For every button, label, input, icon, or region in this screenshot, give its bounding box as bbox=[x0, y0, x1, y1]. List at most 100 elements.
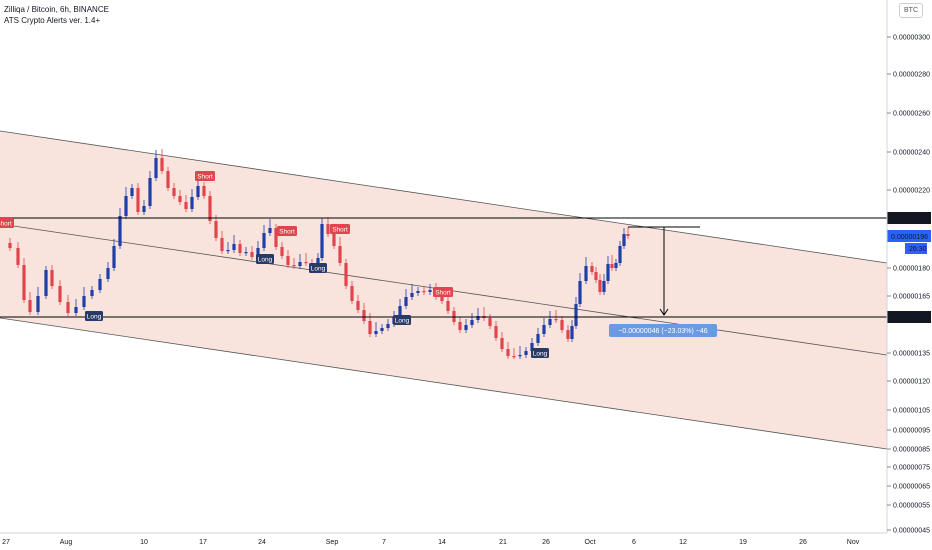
candle-body bbox=[622, 234, 626, 246]
long-signal-label: Long bbox=[309, 263, 327, 273]
candle-body bbox=[154, 158, 158, 178]
price-tick-label: 0.00000240 bbox=[893, 150, 930, 157]
signal-text: Short bbox=[279, 229, 295, 236]
level-price-badge bbox=[887, 212, 931, 224]
candle-body bbox=[518, 355, 522, 357]
signal-box bbox=[330, 224, 350, 234]
candle-body bbox=[458, 322, 462, 330]
long-signal-label: Long bbox=[256, 254, 274, 264]
candle-body bbox=[124, 196, 128, 216]
candle-body bbox=[142, 206, 146, 212]
price-tick-label: 0.00000165 bbox=[893, 294, 930, 301]
candle-body bbox=[44, 270, 48, 296]
candle-body bbox=[8, 243, 12, 248]
candle-body bbox=[256, 248, 260, 257]
candle-body bbox=[512, 356, 516, 358]
price-tick-label: 0.00000120 bbox=[893, 379, 930, 386]
signal-text: Long bbox=[395, 318, 410, 325]
candle-body bbox=[618, 246, 622, 263]
measure-text: −0.00000046 (−23.03%) −46 bbox=[618, 328, 707, 335]
time-tick-label: Sep bbox=[326, 539, 339, 546]
time-tick-label: 10 bbox=[140, 539, 148, 546]
candle-body bbox=[178, 196, 182, 202]
candle-body bbox=[148, 178, 152, 206]
current-price-badge bbox=[887, 230, 931, 242]
price-tick-label: 0.00000085 bbox=[893, 447, 930, 454]
signal-box bbox=[195, 171, 215, 181]
symbol-title[interactable]: Zilliqa / Bitcoin, 6h, BINANCE bbox=[4, 5, 109, 14]
candle-body bbox=[250, 252, 254, 257]
candle-body bbox=[476, 316, 480, 320]
short-signal-label: Short bbox=[433, 287, 453, 297]
time-axis[interactable]: 27 Aug 10 17 24 Sep 7 14 21 26 Oct 6 12 19 26 Nov bbox=[0, 532, 887, 546]
candle-body bbox=[136, 188, 140, 212]
candle-body bbox=[268, 228, 272, 233]
candle-body bbox=[416, 291, 420, 293]
candle-body bbox=[380, 328, 384, 331]
candle-body bbox=[566, 330, 570, 339]
price-tick-label: 0.00000045 bbox=[893, 528, 930, 535]
candle-body bbox=[166, 171, 170, 188]
channel-upper-line bbox=[0, 130, 888, 264]
candle-body bbox=[160, 158, 164, 171]
candle-body bbox=[332, 234, 336, 246]
candle-body bbox=[90, 290, 94, 296]
signal-text: Long bbox=[533, 351, 548, 358]
chart-legend: Zilliqa / Bitcoin, 6h, BINANCE ATS Crypt… bbox=[4, 4, 109, 26]
signal-box bbox=[0, 218, 14, 228]
candle-body bbox=[598, 280, 602, 292]
candle-body bbox=[208, 196, 212, 221]
time-tick-label: 12 bbox=[679, 539, 687, 546]
candle-body bbox=[356, 301, 360, 310]
signal-text: Short bbox=[435, 290, 451, 297]
candle-body bbox=[542, 325, 546, 334]
candle-body bbox=[112, 246, 116, 268]
price-tick-label: 0.00000095 bbox=[893, 428, 930, 435]
measure-box bbox=[609, 324, 717, 337]
time-tick-label: 6 bbox=[632, 539, 636, 546]
candle-body bbox=[36, 296, 40, 312]
candle-body bbox=[344, 263, 348, 286]
measure-arrow-head bbox=[659, 308, 669, 316]
candle-body bbox=[226, 250, 230, 252]
candle-body bbox=[304, 262, 308, 264]
candle-body bbox=[530, 343, 534, 351]
horizontal-levels[interactable]: 0.00000205 0.00000154 0.00000196 26:30 bbox=[0, 212, 931, 323]
candle-body bbox=[368, 321, 372, 334]
candle-body bbox=[298, 262, 302, 266]
candle-body bbox=[548, 319, 552, 325]
candle-body bbox=[28, 300, 32, 312]
currency-badge[interactable]: BTC bbox=[899, 3, 923, 18]
candle-body bbox=[98, 279, 102, 290]
candle-body bbox=[74, 307, 78, 313]
candle-body bbox=[106, 268, 110, 279]
signal-text: Long bbox=[311, 266, 326, 273]
time-tick-label: Nov bbox=[847, 539, 860, 546]
candle-body bbox=[130, 188, 134, 196]
candle-body bbox=[578, 281, 582, 304]
candle-body bbox=[488, 318, 492, 326]
signal-text: Short bbox=[332, 227, 348, 234]
candle-body bbox=[320, 224, 324, 258]
price-axis[interactable]: 0.00000300 0.00000280 0.00000260 0.00000240… bbox=[886, 0, 930, 535]
measure-tool[interactable]: −0.00000046 (−23.03%) −46 bbox=[609, 226, 717, 337]
time-tick-label: 24 bbox=[258, 539, 266, 546]
candle-body bbox=[22, 265, 26, 300]
short-signal-label: Short bbox=[0, 218, 14, 228]
candle-body bbox=[422, 291, 426, 293]
candle-body bbox=[494, 326, 498, 338]
time-tick-label: 7 bbox=[382, 539, 386, 546]
candle-body bbox=[316, 258, 320, 265]
candle-body bbox=[374, 331, 378, 334]
long-signal-label: Long bbox=[85, 311, 103, 321]
candle-body bbox=[184, 202, 188, 209]
signal-text: Short bbox=[197, 174, 213, 181]
candlesticks bbox=[8, 149, 630, 359]
candle-body bbox=[172, 188, 176, 196]
price-tick-label: 0.00000180 bbox=[893, 266, 930, 273]
indicator-title[interactable]: ATS Crypto Alerts ver. 1.4+ bbox=[4, 16, 101, 25]
candle-body bbox=[446, 301, 450, 311]
candle-body bbox=[602, 281, 606, 292]
candle-body bbox=[606, 264, 610, 281]
